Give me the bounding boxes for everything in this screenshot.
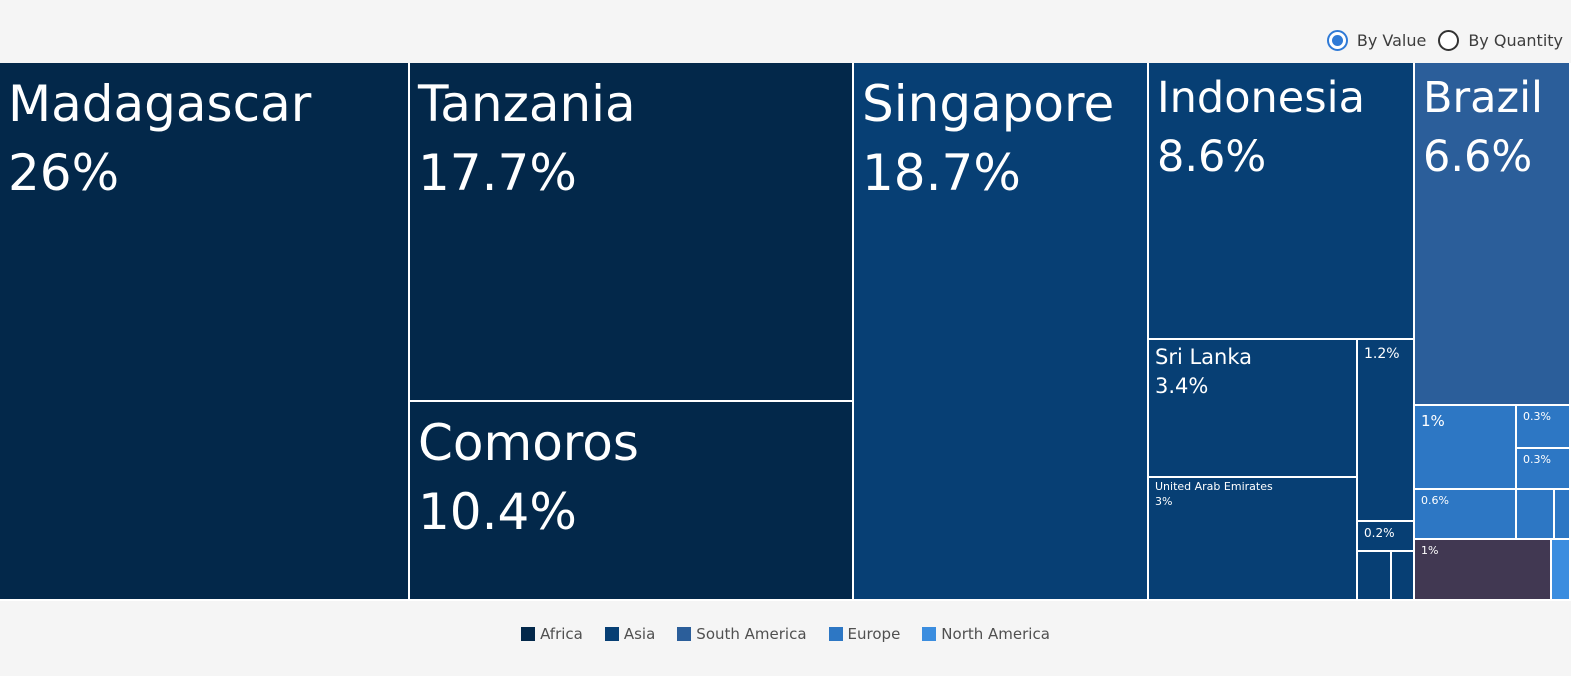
legend-swatch-asia — [604, 627, 619, 641]
tile-label: Brazil — [1423, 73, 1543, 123]
treemap-tile-north-america-1[interactable] — [1552, 540, 1571, 601]
tile-value: 0.2% — [1364, 526, 1395, 540]
legend: Africa Asia South America Europe North A… — [0, 624, 1571, 644]
tile-label: Indonesia — [1157, 73, 1365, 123]
tile-value: 26% — [8, 144, 120, 202]
tile-label: Singapore — [862, 75, 1115, 133]
tile-value: 3% — [1155, 495, 1173, 508]
tile-label: Tanzania — [418, 75, 636, 133]
treemap-tile-united-arab-emirates[interactable]: United Arab Emirates 3% — [1149, 478, 1358, 601]
legend-label-asia: Asia — [623, 625, 656, 643]
treemap-tile-sri-lanka[interactable]: Sri Lanka 3.4% — [1149, 340, 1358, 478]
treemap-tile-brazil[interactable]: Brazil 6.6% — [1415, 63, 1571, 406]
treemap-tile-madagascar[interactable]: Madagascar 26% — [0, 63, 410, 601]
tile-value: 17.7% — [418, 144, 577, 202]
treemap-tile-europe-6[interactable] — [1555, 490, 1571, 540]
legend-label-north-america: North America — [941, 625, 1050, 643]
legend-label-europe: Europe — [847, 625, 901, 643]
treemap-tile-asia-6[interactable]: 0.2% — [1358, 522, 1415, 552]
tile-value: 1% — [1421, 544, 1439, 557]
legend-item-south-america[interactable]: South America — [677, 624, 807, 644]
legend-item-north-america[interactable]: North America — [922, 624, 1050, 644]
tile-label: United Arab Emirates — [1155, 480, 1273, 493]
legend-swatch-europe — [828, 627, 843, 641]
view-toggle: By Value By Quantity — [1326, 27, 1563, 53]
legend-label-africa: Africa — [540, 625, 583, 643]
by-value-option[interactable]: By Value — [1326, 29, 1427, 51]
treemap-tile-asia-5[interactable]: 1.2% — [1358, 340, 1415, 522]
treemap-chart: Madagascar 26% Tanzania 17.7% Comoros 10.4% Si… — [0, 63, 1571, 601]
legend-item-europe[interactable]: Europe — [828, 624, 901, 644]
by-value-label[interactable]: By Value — [1356, 30, 1427, 50]
tile-value: 1% — [1421, 412, 1445, 430]
tile-value: 18.7% — [862, 144, 1021, 202]
by-quantity-radio[interactable] — [1438, 29, 1460, 51]
by-quantity-option[interactable]: By Quantity — [1438, 29, 1563, 51]
legend-swatch-north-america — [922, 627, 937, 641]
tile-value: 0.6% — [1421, 494, 1449, 507]
treemap-tile-comoros[interactable]: Comoros 10.4% — [410, 402, 854, 601]
tile-label: Sri Lanka — [1155, 345, 1253, 369]
legend-item-africa[interactable]: Africa — [521, 624, 583, 644]
legend-swatch-south-america — [677, 627, 692, 641]
treemap-tile-europe-3[interactable]: 0.3% — [1517, 449, 1571, 490]
tile-value: 0.3% — [1523, 453, 1551, 466]
treemap-tile-tanzania[interactable]: Tanzania 17.7% — [410, 63, 854, 402]
tile-value: 0.3% — [1523, 410, 1551, 423]
legend-item-asia[interactable]: Asia — [604, 624, 656, 644]
tile-label: Madagascar — [8, 75, 312, 133]
tile-value: 10.4% — [418, 483, 577, 541]
treemap-tile-asia-7[interactable] — [1358, 552, 1392, 601]
treemap-tile-singapore[interactable]: Singapore 18.7% — [854, 63, 1149, 601]
legend-label-south-america: South America — [696, 625, 807, 643]
treemap-tile-europe-1[interactable]: 1% — [1415, 406, 1517, 490]
treemap-tile-europe-4[interactable]: 0.6% — [1415, 490, 1517, 540]
treemap-tile-asia-8[interactable] — [1392, 552, 1415, 601]
tile-value: 6.6% — [1423, 132, 1533, 182]
tile-value: 1.2% — [1364, 346, 1400, 362]
treemap-tile-indonesia[interactable]: Indonesia 8.6% — [1149, 63, 1415, 340]
treemap-tile-europe-5[interactable] — [1517, 490, 1555, 540]
tile-value: 3.4% — [1155, 374, 1209, 398]
legend-swatch-africa — [521, 627, 536, 641]
treemap-tile-other-1[interactable]: 1% — [1415, 540, 1552, 601]
tile-label: Comoros — [418, 414, 639, 472]
by-value-radio[interactable] — [1326, 29, 1348, 51]
tile-value: 8.6% — [1157, 132, 1267, 182]
treemap-tile-europe-2[interactable]: 0.3% — [1517, 406, 1571, 449]
by-quantity-label[interactable]: By Quantity — [1468, 30, 1563, 50]
